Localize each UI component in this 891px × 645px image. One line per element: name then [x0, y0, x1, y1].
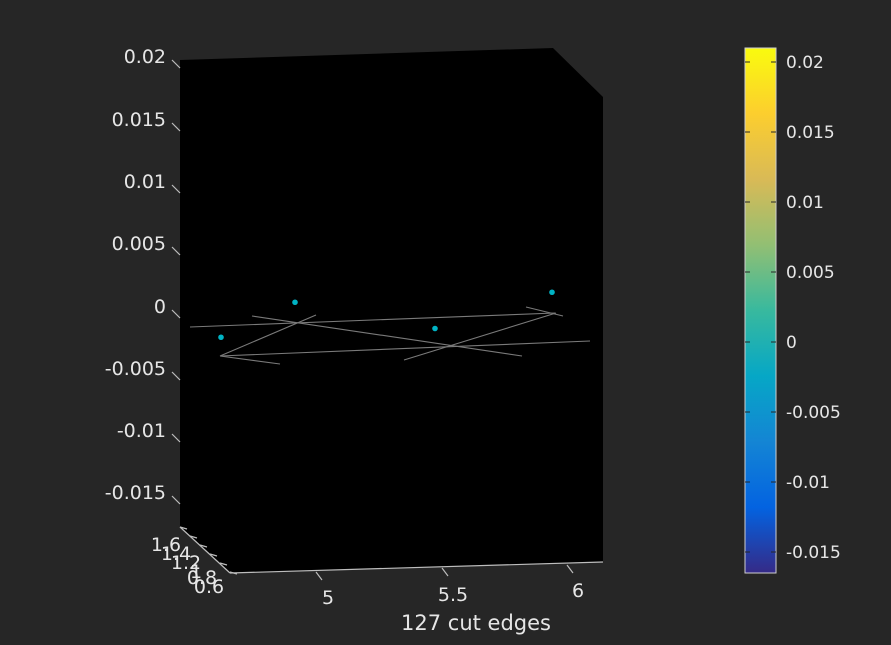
graph-edge: [219, 314, 317, 357]
data-point: [292, 299, 298, 306]
y-tick-label: 1.6: [151, 534, 181, 556]
y-tick-label: 0.8: [187, 567, 217, 589]
graph-edge: [219, 340, 591, 357]
x-axis-label: 127 cut edges: [401, 611, 551, 635]
x-tick-label: 5: [322, 587, 334, 609]
z-axis: [171, 59, 181, 505]
y-tick-label: 0.6: [194, 576, 224, 598]
y-tick-labels: 1.61.41.210.80.6: [151, 534, 224, 598]
y-tick-label: 1.4: [161, 543, 191, 565]
colorbar-tick-label: -0.015: [786, 543, 841, 563]
y-tick-label: 1: [190, 561, 202, 583]
graph-edge: [251, 315, 523, 357]
colorbar-tick-label: 0.005: [786, 263, 835, 283]
z-tick-label: 0.005: [112, 233, 166, 255]
colorbar-tick-label: 0: [786, 333, 797, 353]
colorbar: [744, 47, 777, 574]
z-tick-label: 0: [154, 296, 166, 318]
z-tick-label: -0.01: [117, 420, 166, 442]
colorbar-tick-label: -0.005: [786, 403, 841, 423]
colorbar-ticks: 0.02 0.015 0.01 0.005 0 -0.005 -0.01 -0.015: [745, 53, 841, 563]
x-axis: [229, 561, 604, 581]
graph-edge: [189, 312, 556, 328]
y-tick-label: 1.2: [171, 552, 201, 574]
data-points: [218, 289, 555, 341]
colorbar-tick-label: 0.02: [786, 53, 824, 73]
z-tick-label: 0.01: [124, 171, 166, 193]
data-point: [549, 289, 555, 296]
z-tick-labels: 0.02 0.015 0.01 0.005 0 -0.005 -0.01 -0.015: [105, 46, 166, 504]
z-tick-label: 0.02: [124, 46, 166, 68]
data-point: [432, 325, 438, 332]
colorbar-tick-label: -0.01: [786, 473, 830, 493]
graph-edges: [189, 306, 591, 365]
graph-edge: [403, 312, 557, 361]
colorbar-tick-label: 0.01: [786, 193, 824, 213]
z-tick-label: -0.015: [105, 482, 166, 504]
colorbar-tick-label: 0.015: [786, 123, 835, 143]
y-axis: [179, 526, 238, 575]
z-tick-label: -0.005: [105, 358, 166, 380]
x-tick-label: 5.5: [438, 584, 468, 606]
graph-edge: [219, 355, 281, 365]
graph-edge: [525, 306, 564, 317]
x-tick-labels: 5 5.5 6: [322, 580, 584, 609]
x-tick-label: 6: [572, 580, 584, 602]
z-tick-label: 0.015: [112, 109, 166, 131]
axes-box: [180, 48, 603, 573]
data-point: [218, 334, 224, 341]
